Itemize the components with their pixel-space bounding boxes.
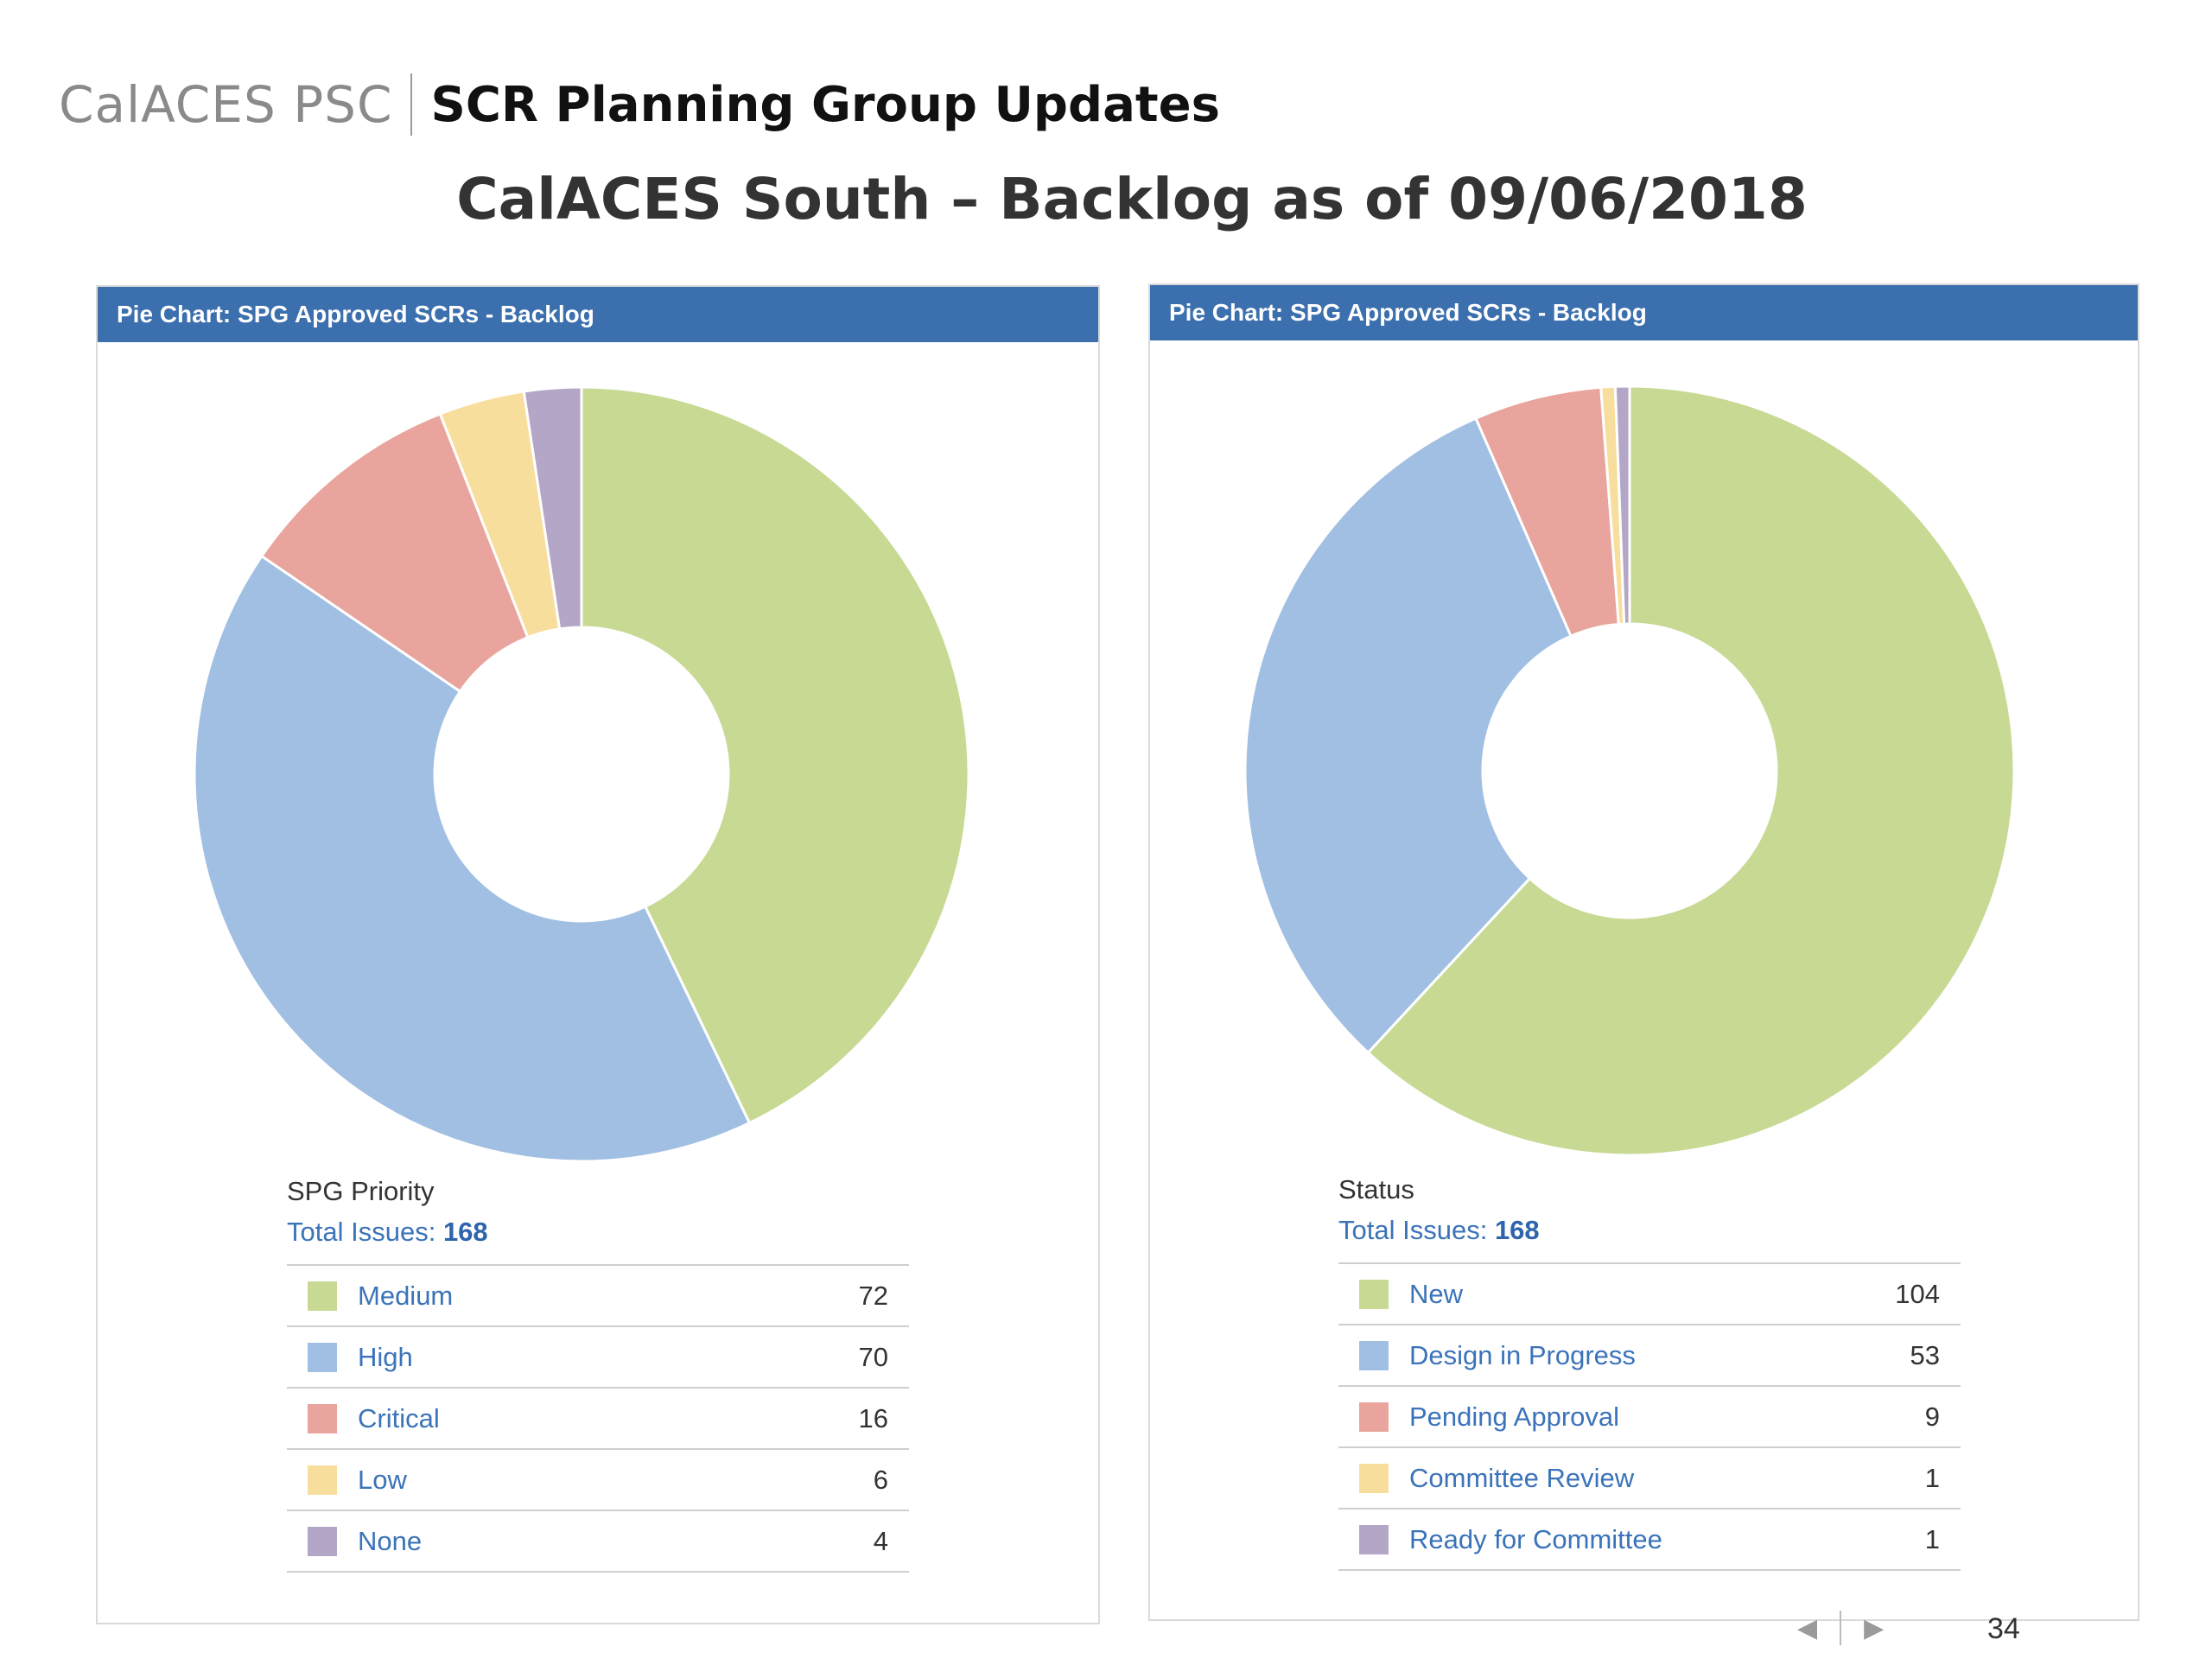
legend-count: 6	[873, 1464, 888, 1495]
org-name: CalACES PSC	[59, 75, 393, 134]
legend-count: 4	[873, 1525, 888, 1556]
pie-slice-medium[interactable]	[580, 385, 970, 1125]
total-issues-label: Total Issues:	[287, 1217, 436, 1247]
donut-chart-priority	[193, 385, 970, 1163]
legend-field-name: SPG Priority	[287, 1176, 435, 1206]
legend-row[interactable]: Critical 16	[287, 1389, 909, 1450]
legend-label[interactable]: High	[358, 1341, 413, 1372]
legend-count: 1	[1924, 1462, 1940, 1493]
legend-label[interactable]: New	[1409, 1278, 1464, 1309]
total-issues-value: 168	[1494, 1215, 1540, 1245]
legend-swatch	[1359, 1402, 1389, 1432]
panel-header: Pie Chart: SPG Approved SCRs - Backlog	[98, 287, 1098, 342]
legend-row[interactable]: Design in Progress 53	[1338, 1325, 1961, 1387]
legend-label[interactable]: Medium	[358, 1280, 454, 1311]
pie-slice-high[interactable]	[193, 554, 752, 1163]
slide-nav: ◀ ▶	[1797, 1611, 1884, 1645]
nav-divider	[1840, 1611, 1842, 1645]
legend-count: 53	[1910, 1339, 1940, 1370]
legend-swatch	[1359, 1279, 1389, 1309]
legend-label[interactable]: Committee Review	[1409, 1462, 1635, 1493]
legend-priority: SPG Priority Total Issues: 168 Medium 72 H…	[287, 1173, 909, 1573]
legend-swatch	[1359, 1463, 1389, 1493]
page-number: 34	[1987, 1612, 2020, 1645]
legend-swatch	[308, 1465, 337, 1495]
pie-slice-none[interactable]	[522, 385, 583, 631]
legend-table: New 104 Design in Progress 53 Pending Approv…	[1338, 1262, 1961, 1571]
deck-header: CalACES PSC SCR Planning Group Updates	[59, 73, 1220, 136]
panel-header: Pie Chart: SPG Approved SCRs - Backlog	[1150, 285, 2138, 340]
legend-swatch	[1359, 1340, 1389, 1370]
legend-count: 70	[858, 1341, 888, 1372]
legend-swatch	[308, 1403, 337, 1433]
previous-slide-icon[interactable]: ◀	[1797, 1613, 1818, 1643]
legend-swatch	[1359, 1524, 1389, 1554]
chart-panel-status: Pie Chart: SPG Approved SCRs - Backlog S…	[1148, 283, 2139, 1621]
total-issues: Total Issues: 168	[1338, 1209, 1961, 1252]
pie-slice-ready-for-committee[interactable]	[1613, 385, 1631, 626]
total-issues-value: 168	[442, 1217, 488, 1247]
legend-table: Medium 72 High 70 Critical 16 Low 6 None 4	[287, 1264, 909, 1573]
legend-label[interactable]: Critical	[358, 1402, 440, 1433]
legend-row[interactable]: Pending Approval 9	[1338, 1387, 1961, 1448]
total-issues-label: Total Issues:	[1338, 1215, 1488, 1245]
legend-field-name: Status	[1338, 1174, 1414, 1205]
legend-swatch	[308, 1281, 337, 1311]
legend-count: 9	[1924, 1401, 1940, 1432]
legend-row[interactable]: None 4	[287, 1511, 909, 1573]
legend-label[interactable]: Pending Approval	[1409, 1401, 1620, 1432]
donut-chart-status	[1243, 385, 2016, 1157]
pie-slice-critical[interactable]	[259, 412, 530, 694]
legend-row[interactable]: High 70	[287, 1327, 909, 1389]
legend-row[interactable]: Medium 72	[287, 1266, 909, 1327]
legend-row[interactable]: Ready for Committee 1	[1338, 1510, 1961, 1571]
legend-row[interactable]: Low 6	[287, 1450, 909, 1511]
legend-count: 16	[858, 1402, 888, 1433]
header-divider	[410, 73, 412, 136]
pie-slice-design-in-progress[interactable]	[1243, 416, 1573, 1055]
legend-count: 72	[858, 1280, 888, 1311]
legend-count: 104	[1895, 1278, 1940, 1309]
chart-panel-priority: Pie Chart: SPG Approved SCRs - Backlog S…	[96, 285, 1100, 1624]
legend-label[interactable]: Design in Progress	[1409, 1339, 1636, 1370]
legend-label[interactable]: None	[358, 1525, 423, 1556]
legend-swatch	[308, 1526, 337, 1556]
deck-title: SCR Planning Group Updates	[430, 76, 1220, 133]
pie-slice-new[interactable]	[1366, 385, 2016, 1157]
legend-status: Status Total Issues: 168 New 104 Design in…	[1338, 1171, 1961, 1571]
slide-title: CalACES South – Backlog as of 09/06/2018	[456, 166, 1808, 232]
legend-row[interactable]: Committee Review 1	[1338, 1448, 1961, 1510]
legend-label[interactable]: Ready for Committee	[1409, 1523, 1662, 1554]
next-slide-icon[interactable]: ▶	[1864, 1613, 1885, 1643]
legend-count: 1	[1924, 1523, 1940, 1554]
legend-row[interactable]: New 104	[1338, 1264, 1961, 1325]
legend-swatch	[308, 1342, 337, 1372]
legend-label[interactable]: Low	[358, 1464, 407, 1495]
total-issues: Total Issues: 168	[287, 1211, 909, 1254]
